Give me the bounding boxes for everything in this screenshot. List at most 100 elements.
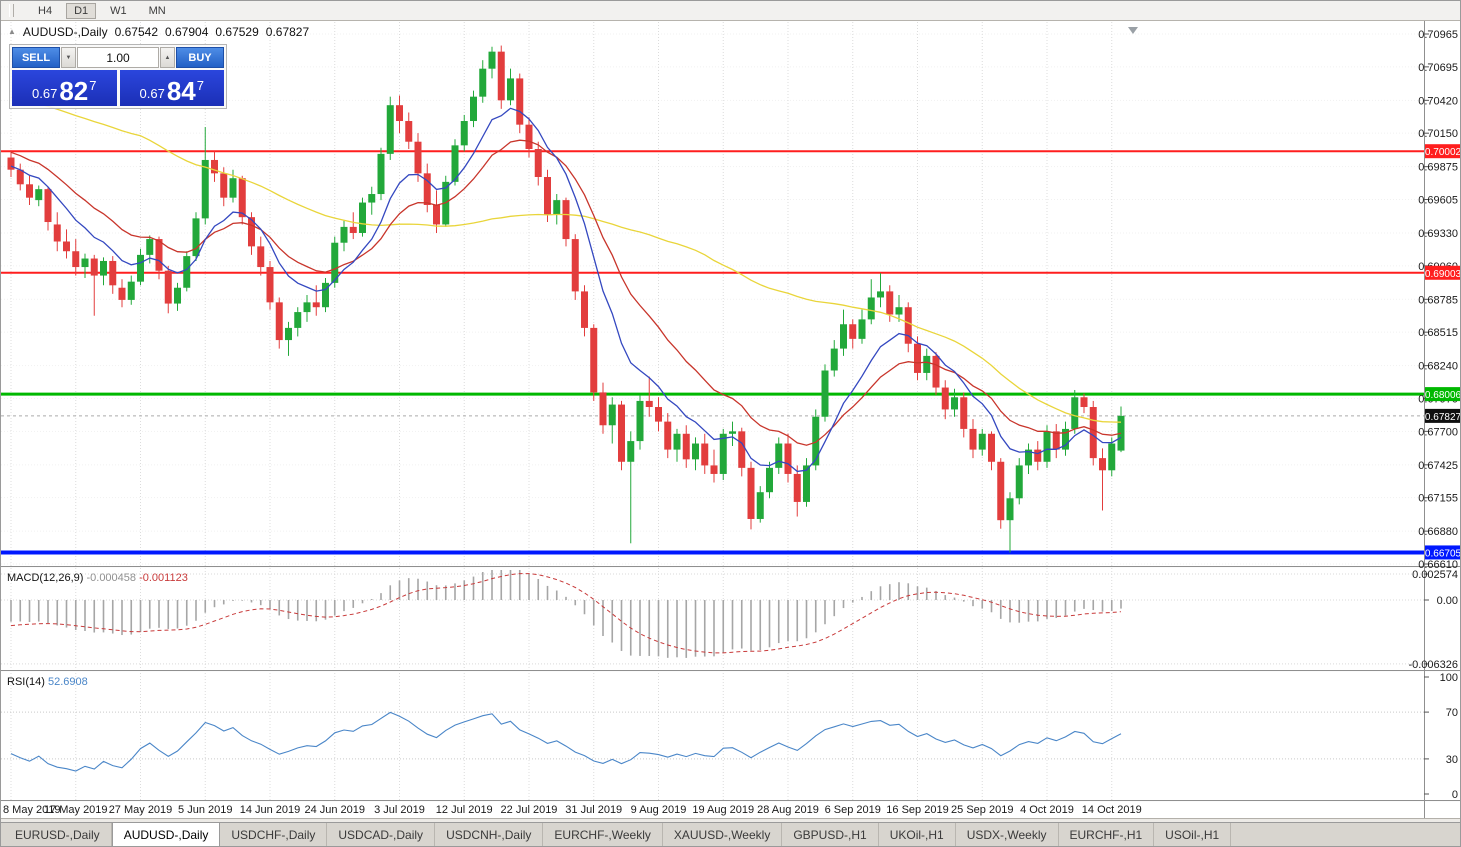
- one-click-trading-panel: SELL ▼ 1.00 ▲ BUY 0.67 82 7 0.67 84 7: [9, 44, 227, 109]
- chart-tab-usdchf-daily[interactable]: USDCHF-,Daily: [220, 823, 328, 846]
- candle-body: [729, 431, 736, 434]
- sell-price-display[interactable]: 0.67 82 7: [12, 70, 117, 106]
- candle-body: [932, 355, 940, 388]
- chart-shift-marker-icon[interactable]: [1128, 27, 1138, 34]
- chart-tab-usdx-weekly[interactable]: USDX-,Weekly: [956, 823, 1059, 846]
- pane-separator[interactable]: [1, 800, 1461, 801]
- chart-tab-eurchf-weekly[interactable]: EURCHF-,Weekly: [543, 823, 663, 846]
- price-axis-label: 0.69875: [1418, 162, 1458, 174]
- candle-body: [266, 267, 274, 303]
- date-axis-label: 28 Aug 2019: [757, 804, 819, 816]
- candle-body: [248, 217, 255, 247]
- rsi-axis-label: 30: [1446, 754, 1458, 766]
- symbol-period-label: AUDUSD-,Daily: [22, 25, 108, 39]
- candle-body: [590, 327, 598, 393]
- ohlc-low: 0.67529: [215, 25, 259, 39]
- candle-body: [747, 467, 755, 519]
- chart-tab-eurusd-daily[interactable]: EURUSD-,Daily: [4, 823, 112, 846]
- volume-increase-button[interactable]: ▲: [160, 47, 175, 68]
- candle-body: [275, 302, 283, 341]
- candle-body: [664, 421, 672, 450]
- collapse-panel-icon[interactable]: ▲: [8, 27, 16, 36]
- chart-tab-audusd-daily[interactable]: AUDUSD-,Daily: [111, 823, 221, 846]
- date-axis-label: 16 Sep 2019: [886, 804, 948, 816]
- price-axis-label: 0.70695: [1418, 62, 1458, 74]
- candle-body: [997, 461, 1005, 521]
- timeframe-button-h4[interactable]: H4: [38, 4, 53, 17]
- candle-body: [35, 189, 43, 201]
- candle-body: [72, 251, 80, 268]
- candle-body: [285, 327, 292, 341]
- candle-body: [497, 51, 505, 101]
- macd-label: MACD(12,26,9) -0.000458 -0.001123: [7, 572, 188, 584]
- pane-separator[interactable]: [1, 566, 1461, 567]
- candle-body: [923, 355, 931, 373]
- volume-decrease-button[interactable]: ▼: [61, 47, 76, 68]
- price-badge-label: 0.70002: [1425, 147, 1461, 158]
- spinner-down-icon: ▼: [65, 54, 72, 61]
- chart-tab-ukoil-h1[interactable]: UKOil-,H1: [879, 823, 956, 846]
- period-toolbar: H4 D1 W1 MN: [1, 1, 1460, 21]
- candle-body: [322, 282, 329, 308]
- candle-body: [1015, 465, 1023, 499]
- buy-button[interactable]: BUY: [176, 47, 224, 68]
- candle-body: [692, 443, 699, 460]
- candle-body: [146, 239, 154, 255]
- candle-body: [1006, 498, 1014, 521]
- candle-body: [1062, 428, 1069, 450]
- candle-body: [858, 319, 866, 339]
- chart-tab-usoil-h1[interactable]: USOil-,H1: [1154, 823, 1232, 846]
- candle-body: [137, 254, 144, 282]
- candle-body: [627, 441, 635, 462]
- candle-body: [377, 153, 385, 195]
- candle-body: [16, 169, 24, 185]
- date-axis-label: 22 Jul 2019: [501, 804, 558, 816]
- price-axis-label: 0.66880: [1418, 526, 1458, 538]
- sell-button[interactable]: SELL: [12, 47, 60, 68]
- candle-body: [201, 159, 209, 219]
- price-badge: [1425, 545, 1460, 560]
- candle-body: [26, 184, 33, 198]
- price-badge-label: 0.67827: [1425, 412, 1461, 423]
- date-axis-label: 25 Sep 2019: [951, 804, 1013, 816]
- candle-body: [396, 105, 403, 122]
- chart-tab-eurchf-h1[interactable]: EURCHF-,H1: [1059, 823, 1155, 846]
- timeframe-button-d1[interactable]: D1: [66, 2, 97, 19]
- price-chart-svg[interactable]: 0.70965 0.70695 0.70420 0.70150 0.69875 0.696…: [1, 21, 1461, 824]
- buy-price-display[interactable]: 0.67 84 7: [119, 70, 224, 106]
- candle-body: [211, 159, 218, 174]
- candle-body: [109, 260, 117, 286]
- toolbar-grip[interactable]: [9, 4, 14, 17]
- rsi-axis-label: 100: [1440, 672, 1458, 684]
- candle-body: [229, 178, 237, 198]
- candle-body: [303, 302, 311, 313]
- candle-body: [238, 178, 246, 218]
- candle-body: [645, 400, 653, 408]
- chart-tab-gbpusd-h1[interactable]: GBPUSD-,H1: [782, 823, 879, 846]
- candle-body: [562, 200, 570, 240]
- candle-body: [368, 194, 376, 203]
- candle-body: [701, 443, 709, 466]
- volume-input[interactable]: 1.00: [77, 47, 159, 68]
- horizontal-scrollbar[interactable]: [1, 818, 1461, 824]
- price-badge-label: 0.66705: [1425, 548, 1461, 559]
- chart-tab-usdcad-daily[interactable]: USDCAD-,Daily: [327, 823, 436, 846]
- chart-workspace[interactable]: 0.70965 0.70695 0.70420 0.70150 0.69875 0.696…: [1, 21, 1461, 824]
- candle-body: [544, 176, 551, 215]
- date-axis-label: 14 Jun 2019: [240, 804, 301, 816]
- pane-separator-highlight: [1, 671, 1460, 672]
- ma-line-medium: [10, 139, 1122, 446]
- ohlc-high: 0.67904: [165, 25, 209, 39]
- chart-tab-usdcnh-daily[interactable]: USDCNH-,Daily: [435, 823, 544, 846]
- spinner-up-icon: ▲: [164, 54, 171, 61]
- date-axis-label: 17 May 2019: [44, 804, 108, 816]
- macd-signal-line: [10, 573, 1122, 654]
- pane-separator[interactable]: [1, 670, 1461, 671]
- timeframe-button-mn[interactable]: MN: [148, 4, 166, 17]
- sell-price-pip: 7: [89, 78, 97, 93]
- chart-tab-xauusd-weekly[interactable]: XAUUSD-,Weekly: [663, 823, 783, 846]
- price-axis-label: 0.69605: [1418, 195, 1458, 207]
- timeframe-button-w1[interactable]: W1: [110, 4, 127, 17]
- candle-body: [812, 416, 820, 466]
